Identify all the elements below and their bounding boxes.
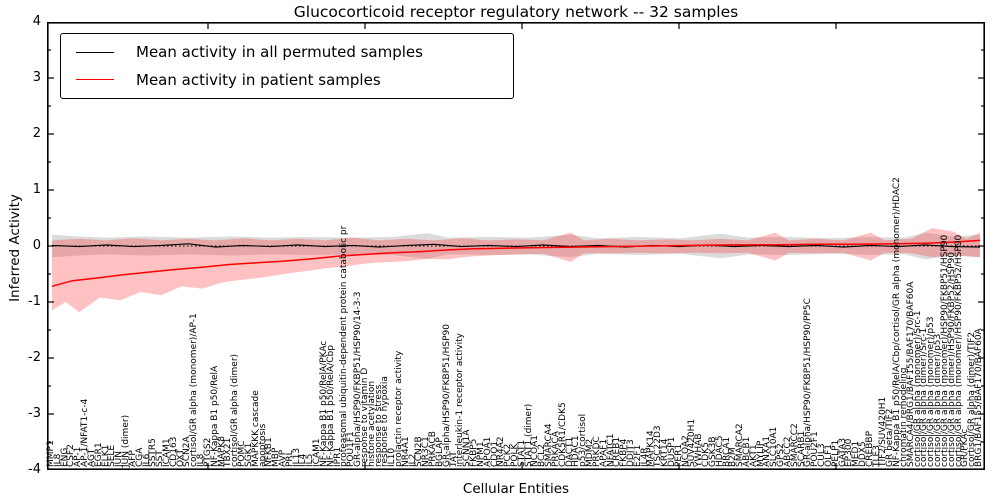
legend-item-permuted: Mean activity in all permuted samples <box>61 43 513 61</box>
patient-mean-line <box>51 239 981 288</box>
legend-label: Mean activity in patient samples <box>136 70 381 89</box>
y-tick-label: -3 <box>28 406 41 421</box>
x-tick-label: GR-alpha/HSP90/FKBP51/HSP90 <box>441 323 452 467</box>
chart-title: Glucocorticoid receptor regulatory netwo… <box>293 3 739 21</box>
x-tick-label: cortisol/GR alpha (monomer)/AP-1 <box>189 313 200 467</box>
y-tick-label: -2 <box>28 350 41 365</box>
plot-frame <box>47 22 985 470</box>
x-tick-label: BRG1/BAF155/BAF170/BAF60A <box>974 328 984 467</box>
x-axis-label: Cellular Entities <box>462 481 570 497</box>
patient-range-band <box>52 228 980 313</box>
y-tick-label: 4 <box>32 14 41 29</box>
legend: Mean activity in all permuted samples Me… <box>60 33 514 99</box>
y-tick-label: 1 <box>32 182 41 197</box>
y-tick-label: -1 <box>28 294 41 309</box>
y-tick-label: 3 <box>32 70 41 85</box>
y-tick-label: 2 <box>32 126 41 141</box>
permuted-mean-line <box>51 243 981 248</box>
legend-item-patient: Mean activity in patient samples <box>61 71 513 89</box>
legend-line-sample-red <box>76 79 114 81</box>
y-tick-label: 0 <box>32 238 41 253</box>
y-tick-label: -4 <box>28 462 41 477</box>
plot-area <box>47 22 985 470</box>
legend-label: Mean activity in all permuted samples <box>136 43 423 62</box>
legend-line-sample-black <box>76 51 114 53</box>
